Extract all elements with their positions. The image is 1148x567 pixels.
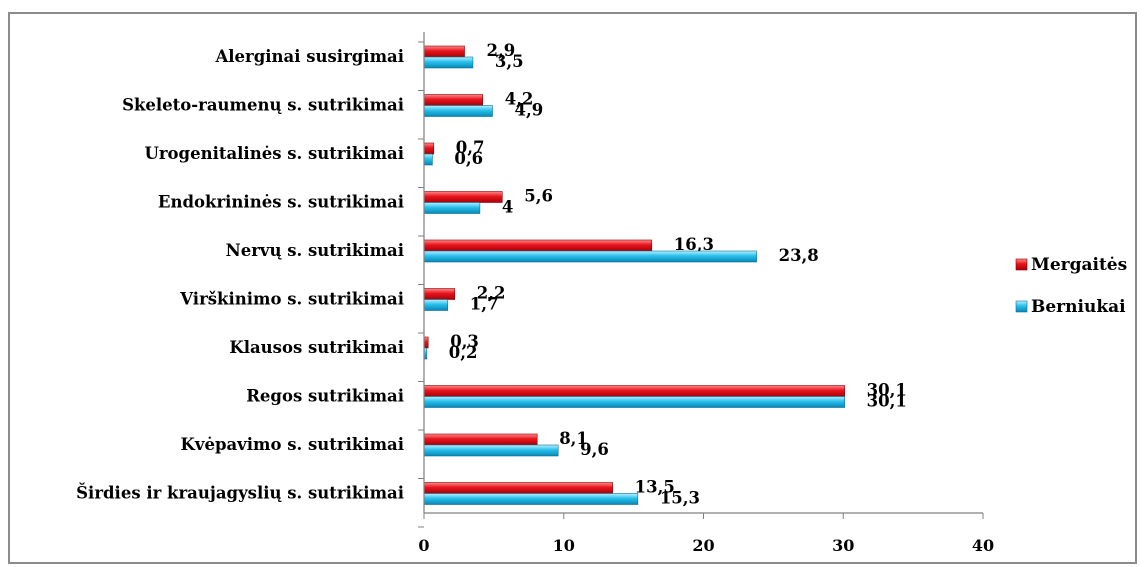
data-label: 4: [502, 198, 513, 217]
data-label: 0,6: [454, 149, 483, 168]
category-label: Skeleto-raumenų s. sutrikimai: [122, 96, 404, 115]
category-label: Endokrininės s. sutrikimai: [158, 193, 404, 212]
data-label: 3,5: [495, 52, 524, 71]
data-label: 8,1: [559, 429, 588, 448]
data-label: 15,3: [660, 489, 700, 508]
category-label: Urogenitalinės s. sutrikimai: [144, 144, 404, 163]
bar-mergaites: [423, 191, 503, 203]
bar-berniukai: [423, 56, 474, 69]
bar-berniukai: [423, 396, 845, 408]
bar-mergaites: [423, 142, 435, 155]
bar-berniukai: [423, 493, 639, 505]
data-label: 23,8: [779, 246, 819, 265]
bar-berniukai: [423, 299, 449, 311]
category-label: Klausos sutrikimai: [229, 338, 404, 357]
x-tick-label: 20: [692, 536, 714, 555]
legend-swatch-mergaites: [1015, 258, 1028, 271]
data-label: 1,7: [470, 295, 499, 314]
category-label: Alerginai susirgimai: [214, 47, 404, 66]
x-tick-label: 0: [418, 536, 429, 555]
data-label: 30,1: [867, 381, 907, 400]
data-label: 4,2: [505, 90, 534, 109]
x-tick-label: 40: [972, 536, 994, 555]
data-label: 5,6: [524, 187, 553, 206]
bar-mergaites: [423, 239, 653, 252]
legend-swatch-berniukai: [1015, 300, 1028, 313]
chart-frame: [8, 12, 1137, 564]
data-label: 2,2: [477, 284, 506, 303]
category-label: Kvėpavimo s. sutrikimai: [181, 435, 404, 454]
data-label: 4,9: [514, 101, 543, 120]
bar-berniukai: [423, 444, 559, 457]
data-label: 0,3: [450, 332, 479, 351]
x-tick-label: 30: [832, 536, 854, 555]
bar-mergaites: [423, 336, 429, 349]
data-label: 2,9: [487, 41, 516, 60]
bar-berniukai: [423, 250, 757, 263]
category-label: Virškinimo s. sutrikimai: [179, 290, 404, 309]
bar-berniukai: [423, 153, 433, 166]
category-label: Regos sutrikimai: [246, 387, 404, 406]
bar-mergaites: [423, 433, 538, 446]
bar-berniukai: [423, 202, 481, 214]
data-label: 0,2: [449, 343, 478, 362]
data-label: 13,5: [635, 478, 675, 497]
bar-mergaites: [423, 45, 465, 58]
data-label: 16,3: [674, 235, 714, 254]
bar-berniukai: [423, 105, 493, 117]
x-tick-label: 10: [553, 536, 575, 555]
legend: Mergaitės Berniukai: [1015, 255, 1127, 317]
bar-mergaites: [423, 385, 845, 397]
bar-mergaites: [423, 482, 613, 494]
bar-mergaites: [423, 94, 483, 106]
data-label: 9,6: [580, 440, 609, 459]
bar-mergaites: [423, 288, 456, 300]
legend-label: Mergaitės: [1031, 255, 1127, 275]
category-label: Širdies ir kraujagyslių s. sutrikimai: [76, 483, 404, 503]
data-label: 0,7: [456, 138, 485, 157]
data-label: 30,1: [867, 392, 907, 411]
legend-label: Berniukai: [1031, 297, 1126, 317]
category-label: Nervų s. sutrikimai: [226, 241, 404, 260]
